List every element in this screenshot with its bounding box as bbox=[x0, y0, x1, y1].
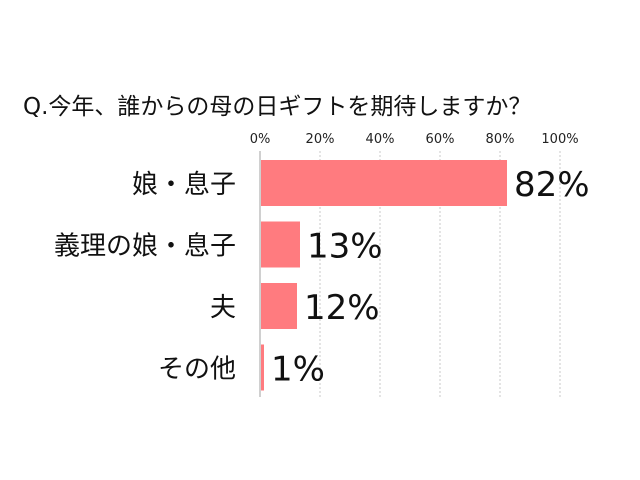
category-label: 娘・息子 bbox=[132, 170, 236, 200]
category-label: 義理の娘・息子 bbox=[54, 232, 236, 262]
bar bbox=[261, 283, 297, 329]
data-label: 1% bbox=[271, 350, 325, 390]
x-axis-ticks: 0% 20% 40% 60% 80% 100% bbox=[250, 132, 579, 147]
data-label: 12% bbox=[304, 288, 380, 328]
bar bbox=[261, 160, 507, 206]
chart-title: Q.今年、誰からの母の日ギフトを期待しますか？ bbox=[23, 94, 531, 120]
value-labels: 82% 13% 12% 1% bbox=[271, 165, 590, 390]
x-tick-label: 100% bbox=[541, 132, 578, 147]
data-label: 13% bbox=[307, 227, 383, 267]
x-tick-label: 0% bbox=[250, 132, 271, 147]
x-tick-label: 40% bbox=[366, 132, 395, 147]
bar bbox=[261, 221, 300, 268]
category-label: その他 bbox=[158, 355, 236, 385]
x-tick-label: 20% bbox=[306, 132, 335, 147]
data-label: 82% bbox=[514, 165, 590, 205]
x-tick-label: 80% bbox=[486, 132, 515, 147]
category-label: 夫 bbox=[210, 293, 236, 323]
bar bbox=[261, 344, 264, 391]
x-tick-label: 60% bbox=[426, 132, 455, 147]
bars bbox=[261, 160, 507, 391]
